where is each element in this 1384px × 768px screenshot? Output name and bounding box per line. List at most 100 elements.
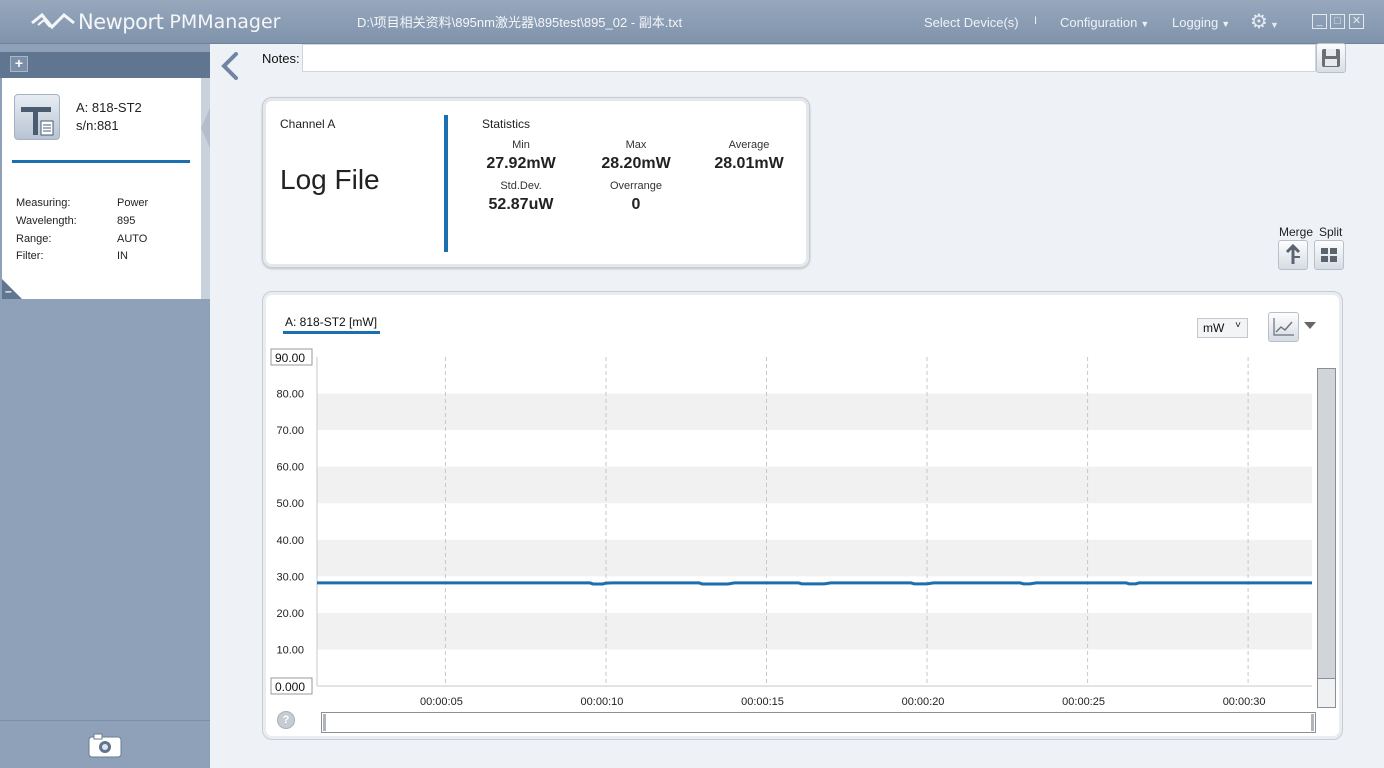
grid-band (317, 612, 1312, 650)
vertical-scroll-thumb[interactable] (1318, 678, 1335, 707)
y-min-box (270, 677, 313, 695)
unit-select-value: mW (1203, 321, 1225, 335)
save-notes-button[interactable] (1316, 43, 1346, 73)
stat-overrange-label: Overrange (610, 180, 662, 192)
property-value-wavelength: 895 (117, 215, 136, 227)
merge-label: Merge (1279, 225, 1314, 239)
statistics-panel (262, 97, 810, 268)
back-chevron-icon[interactable] (220, 52, 240, 80)
settings-menu[interactable]: ⚙ ▼ (1250, 12, 1284, 34)
y-max-label: 90.00 (275, 351, 305, 365)
property-key-measuring: Measuring: (16, 197, 71, 209)
add-device-button[interactable]: + (10, 56, 28, 72)
close-button[interactable]: ✕ (1349, 14, 1364, 29)
select-devices-menu[interactable]: Select Device(s) (924, 15, 1019, 30)
notes-input[interactable] (302, 44, 1316, 72)
stat-average-label: Average (728, 139, 770, 151)
channel-label: Channel A (280, 117, 336, 131)
configuration-menu[interactable]: Configuration ▼ (1060, 15, 1149, 30)
stat-average-value: 28.01mW (714, 155, 784, 172)
help-button[interactable]: ? (277, 711, 295, 729)
line-chart-icon (1273, 318, 1294, 336)
chevron-down-icon: ▼ (1221, 19, 1231, 29)
x-tick-label: 00:00:05 (420, 696, 463, 708)
detector-icon (14, 94, 60, 140)
floppy-disk-icon (1322, 49, 1340, 67)
vertical-scrollbar[interactable] (1317, 368, 1336, 708)
device-card[interactable]: A: 818-ST2 s/n:881 Measuring: Power Wave… (2, 78, 201, 299)
gear-icon: ⚙ (1250, 11, 1268, 33)
select-devices-label: Select Device(s) (924, 15, 1019, 30)
split-button[interactable] (1314, 240, 1344, 270)
configuration-label: Configuration (1060, 15, 1138, 30)
chart-type-button[interactable] (1268, 312, 1299, 342)
device-name: A: 818-ST2 (76, 100, 142, 115)
series-legend[interactable]: A: 818-ST2 [mW] (285, 315, 378, 329)
sidebar-header (0, 52, 210, 78)
sidebar-footer (0, 720, 210, 768)
stat-max-label: Max (625, 139, 647, 151)
y-tick-label: 60.00 (276, 462, 304, 474)
maximize-button[interactable]: □ (1330, 14, 1345, 29)
grid-band (317, 466, 1312, 504)
grid-band (317, 393, 1312, 431)
y-tick-label: 30.00 (276, 571, 304, 583)
product-name: PMManager (169, 11, 281, 33)
statistics-label: Statistics (482, 117, 531, 131)
series-line (317, 581, 1312, 586)
split-label: Split (1319, 225, 1343, 239)
y-min-label: 0.000 (275, 680, 305, 694)
logging-menu[interactable]: Logging ▼ (1172, 15, 1230, 30)
chart-type-dropdown-icon[interactable] (1304, 322, 1316, 329)
file-path: D:\项目相关资料\895nm激光器\895test\895_02 - 副本.t… (357, 15, 683, 30)
stat-stddev-value: 52.87uW (488, 196, 554, 213)
y-tick-label: 50.00 (276, 498, 304, 510)
stat-overrange-value: 0 (631, 196, 641, 213)
horizontal-scrollbar[interactable] (321, 712, 1316, 733)
device-serial: s/n:881 (76, 118, 119, 133)
camera-icon[interactable] (88, 732, 122, 758)
property-key-range: Range: (16, 233, 52, 245)
x-tick-label: 00:00:20 (902, 696, 945, 708)
channel-title: Log File (280, 164, 380, 195)
chevron-down-icon: ▼ (1269, 20, 1279, 30)
horizontal-scroll-handle-left[interactable] (323, 714, 326, 731)
y-tick-label: 40.00 (276, 535, 304, 547)
grid-icon (1321, 248, 1337, 262)
logging-label: Logging (1172, 15, 1219, 30)
merge-arrow-icon (1285, 243, 1301, 264)
property-value-filter: IN (117, 250, 128, 262)
grid-band (317, 539, 1312, 577)
y-tick-label: 80.00 (276, 389, 304, 401)
stat-max-value: 28.20mW (601, 155, 671, 172)
minus-icon: – (5, 284, 12, 298)
title-bar: Newport PMManager D:\项目相关资料\895nm激光器\895… (0, 0, 1384, 44)
unit-select[interactable]: mW ˅ (1197, 318, 1248, 338)
device-color-bar (12, 160, 190, 163)
power-chart[interactable]: 80.00 70.00 60.00 50.00 40.00 30.00 20.00 10.00… (268, 345, 1318, 715)
menu-separator: I (1034, 15, 1038, 27)
newport-logo: Newport PMManager (30, 9, 281, 35)
x-tick-label: 00:00:15 (741, 696, 784, 708)
y-tick-label: 70.00 (276, 425, 304, 437)
card-expand-edge[interactable] (201, 78, 210, 299)
stat-min-value: 27.92mW (486, 155, 556, 172)
stat-stddev-label: Std.Dev. (500, 180, 542, 192)
y-max-box (270, 348, 313, 366)
x-tick-label: 00:00:25 (1062, 696, 1105, 708)
chevron-down-icon: ˅ (1235, 320, 1241, 331)
minimize-button[interactable]: _ (1312, 14, 1327, 29)
merge-button[interactable] (1278, 240, 1308, 270)
notes-label: Notes: (262, 51, 300, 66)
horizontal-scroll-handle-right[interactable] (1311, 714, 1314, 731)
property-value-range: AUTO (117, 233, 148, 245)
property-value-measuring: Power (117, 197, 149, 209)
property-key-filter: Filter: (16, 250, 44, 262)
property-key-wavelength: Wavelength: (16, 215, 77, 227)
stat-min-label: Min (512, 139, 530, 151)
x-tick-label: 00:00:10 (581, 696, 624, 708)
y-tick-label: 10.00 (276, 644, 304, 656)
chevron-down-icon: ▼ (1140, 19, 1150, 29)
chevron-left-icon (201, 108, 210, 148)
x-tick-label: 00:00:30 (1223, 696, 1266, 708)
